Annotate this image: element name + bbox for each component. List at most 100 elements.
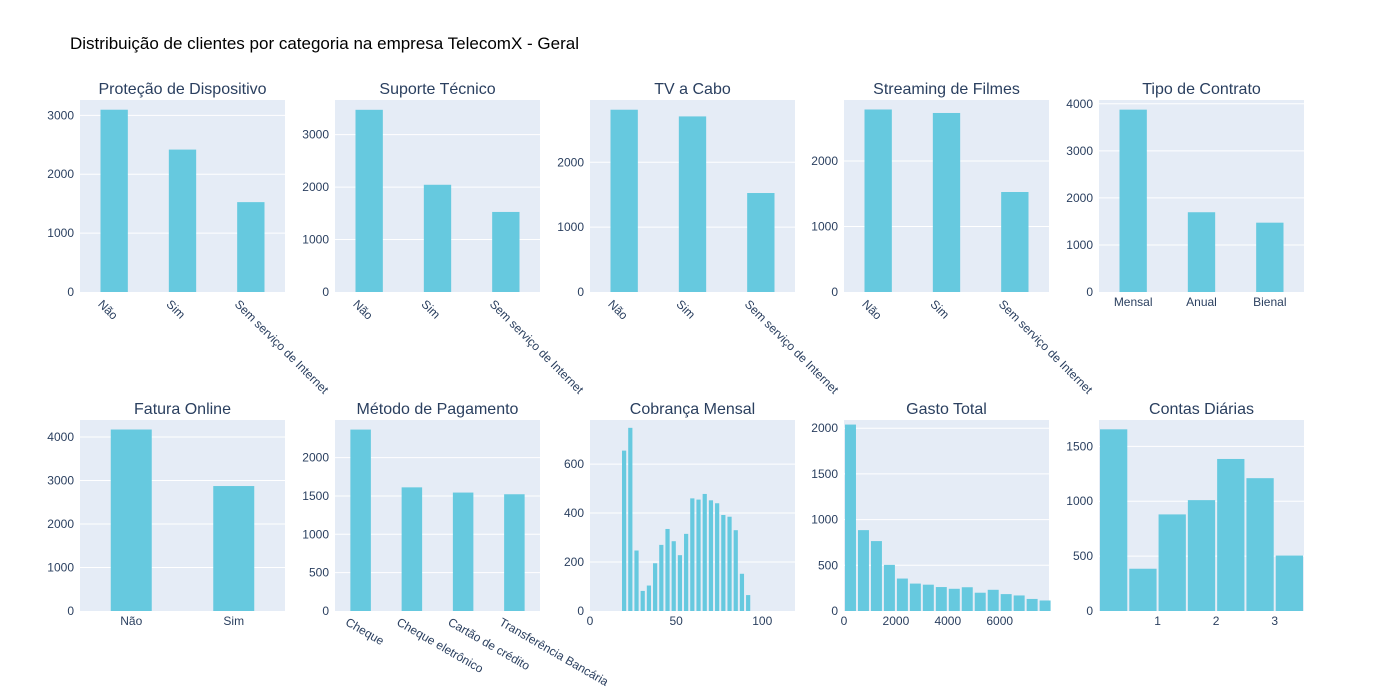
histogram-bar: [896, 578, 908, 611]
bar: [610, 109, 638, 292]
y-tick-label: 0: [1086, 285, 1093, 299]
x-tick-label: Não: [95, 297, 121, 323]
histogram-bar: [974, 592, 986, 611]
y-tick-label: 200: [564, 555, 584, 569]
y-tick-label: 1000: [302, 527, 329, 541]
histogram-bar: [883, 564, 895, 611]
histogram-bar: [922, 584, 934, 611]
histogram-bar: [987, 589, 999, 611]
histogram-bar: [702, 493, 707, 611]
y-tick-label: 1000: [811, 219, 838, 233]
bar: [864, 109, 892, 292]
y-tick-label: 500: [818, 558, 838, 572]
bar: [678, 116, 707, 292]
x-tick-label: Mensal: [1114, 295, 1153, 309]
x-tick-label: 100: [752, 614, 772, 628]
y-tick-label: 2000: [47, 167, 74, 181]
histogram-bar: [727, 516, 732, 611]
x-tick-label: Sim: [164, 297, 189, 322]
x-tick-label: 2: [1213, 614, 1220, 628]
y-tick-label: 2000: [302, 180, 329, 194]
x-tick-label: Sim: [419, 297, 444, 322]
y-tick-label: 600: [564, 457, 584, 471]
bar: [747, 193, 775, 292]
y-tick-label: 0: [831, 285, 838, 299]
y-tick-label: 0: [1086, 604, 1093, 618]
subplot-title: Método de Pagamento: [357, 401, 519, 418]
histogram-bar: [671, 541, 676, 611]
y-tick-label: 500: [1073, 549, 1093, 563]
y-tick-label: 0: [67, 285, 74, 299]
histogram-bar: [1013, 595, 1025, 611]
subplot-10: 0 500 1000 1500 Contas Diárias 1 2 3: [1066, 401, 1304, 628]
subplot-title: Contas Diárias: [1149, 401, 1254, 418]
histogram-bar: [1000, 594, 1012, 611]
histogram-bar: [870, 541, 882, 611]
bar: [355, 109, 383, 292]
histogram-bar: [628, 427, 633, 611]
histogram-bar: [845, 424, 856, 611]
y-tick-label: 1000: [1066, 494, 1093, 508]
subplot-6: 0 1000 2000 3000 4000 Fatura Online Não Sim: [47, 401, 285, 628]
bar: [932, 112, 961, 292]
subplot-title: Tipo de Contrato: [1142, 81, 1261, 98]
bar: [1187, 212, 1216, 292]
x-tick-label: Sem serviço de Internet: [996, 297, 1096, 397]
histogram-bar: [646, 585, 652, 611]
subplot-3: 0 1000 2000 TV a Cabo Não Sim Sem serviço de I…: [557, 81, 842, 397]
x-tick-label: Sem serviço de Internet: [232, 297, 332, 397]
histogram-bar: [677, 555, 683, 611]
y-tick-label: 4000: [47, 430, 74, 444]
y-tick-label: 1000: [302, 233, 329, 247]
histogram-bar: [733, 530, 738, 611]
subplot-title: Proteção de Dispositivo: [98, 81, 266, 98]
subplot-1: 0 1000 2000 3000 Proteção de Dispositivo Não S…: [47, 81, 332, 397]
y-tick-label: 0: [577, 604, 584, 618]
subplot-title: Fatura Online: [134, 401, 231, 418]
figure-title: Distribuição de clientes por categoria n…: [70, 34, 579, 53]
bar: [350, 429, 371, 611]
y-tick-label: 4000: [1066, 97, 1093, 111]
y-tick-label: 1000: [811, 513, 838, 527]
y-tick-label: 3000: [1066, 144, 1093, 158]
bar: [1001, 192, 1029, 292]
y-tick-label: 2000: [47, 517, 74, 531]
x-tick-label: Não: [605, 297, 631, 323]
histogram-bar: [1026, 598, 1038, 611]
x-tick-label: Cheque eletrônico: [394, 615, 486, 676]
histogram-bar: [1158, 514, 1186, 611]
y-tick-label: 1000: [1066, 238, 1093, 252]
subplot-title: Suporte Técnico: [379, 81, 495, 98]
y-tick-label: 3000: [47, 473, 74, 487]
histogram-bar: [640, 590, 645, 611]
subplot-8: 0 200 400 600 Cobrança Mensal 0 50 100: [564, 401, 795, 628]
y-tick-label: 1000: [47, 226, 74, 240]
x-tick-label: 6000: [986, 614, 1013, 628]
histogram-bar: [739, 573, 745, 611]
bar: [504, 494, 525, 611]
subplot-title: Gasto Total: [906, 401, 987, 418]
x-tick-label: Cheque: [343, 615, 387, 648]
bar: [401, 487, 423, 611]
y-tick-label: 1000: [47, 560, 74, 574]
histogram-bar: [909, 583, 921, 611]
bar: [1256, 222, 1284, 292]
histogram-bar: [1129, 568, 1157, 611]
bar: [100, 109, 128, 292]
histogram-bar: [935, 587, 947, 611]
histogram-bar: [961, 587, 973, 611]
histogram-bar: [1039, 600, 1051, 611]
histogram-bar: [1187, 500, 1216, 611]
x-tick-label: Sem serviço de Internet: [742, 297, 842, 397]
histogram-bar: [653, 563, 658, 611]
x-tick-label: 2000: [883, 614, 910, 628]
y-tick-label: 0: [322, 285, 329, 299]
histogram-bar: [1217, 458, 1245, 611]
x-tick-label: 4000: [934, 614, 961, 628]
x-tick-label: 0: [841, 614, 848, 628]
x-tick-label: 3: [1271, 614, 1278, 628]
y-tick-label: 2000: [811, 421, 838, 435]
y-tick-label: 0: [831, 604, 838, 618]
